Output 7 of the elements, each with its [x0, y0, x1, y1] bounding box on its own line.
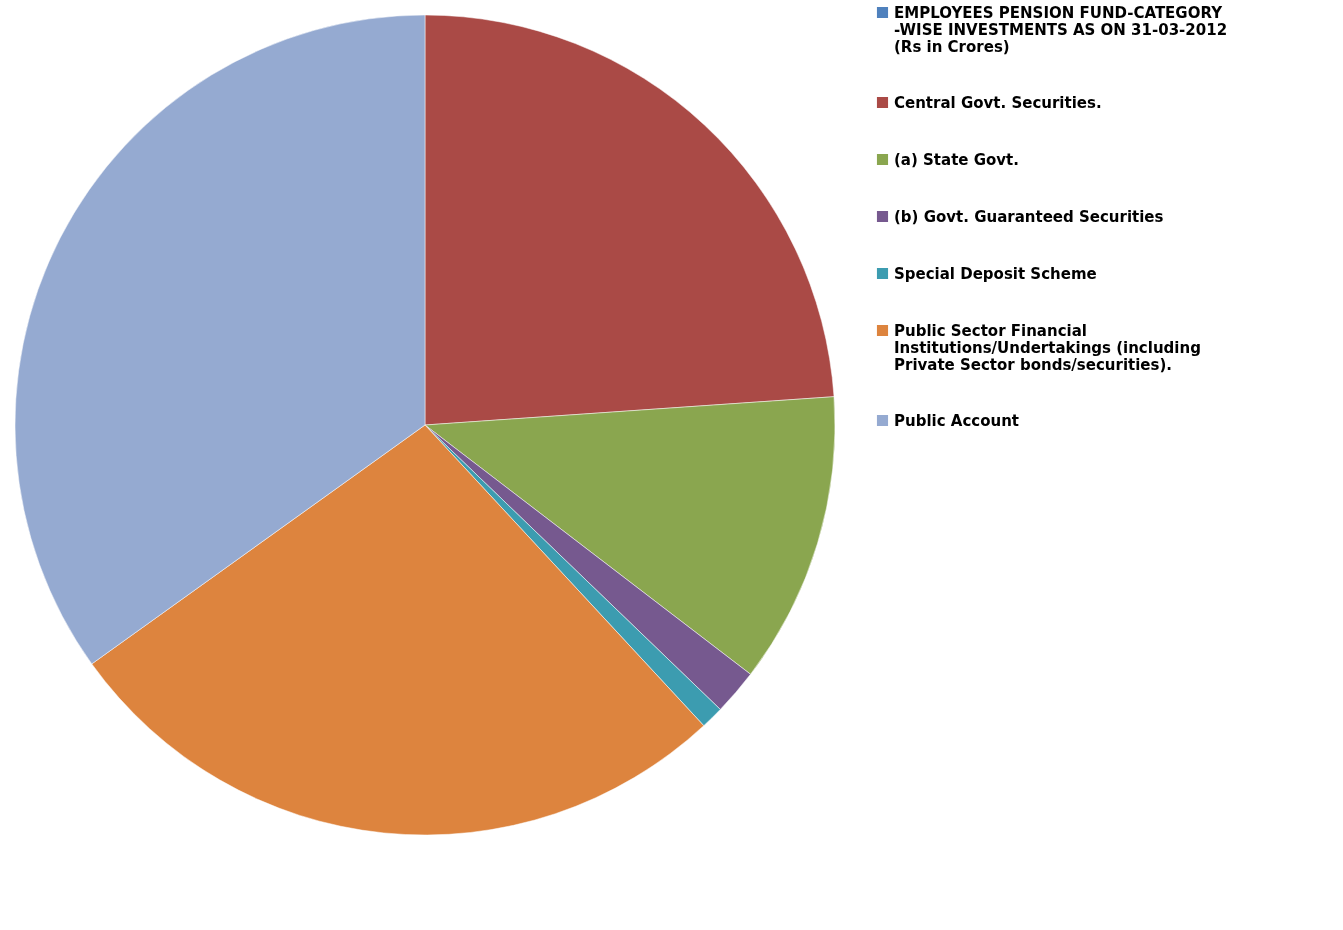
- legend-label: Central Govt. Securities.: [894, 93, 1102, 112]
- legend-label: (b) Govt. Guaranteed Securities: [894, 207, 1164, 226]
- legend-label: (a) State Govt.: [894, 150, 1019, 169]
- legend-label: Public Account: [894, 411, 1020, 430]
- legend-label: Public Sector Financial Institutions/Undertakings (including Private Sector bonds/securities).: [894, 321, 1201, 374]
- legend-label: EMPLOYEES PENSION FUND-CATEGORY -WISE INVESTMENTS AS ON 31-03-2012 (Rs in Crores): [894, 3, 1228, 56]
- legend-label: Special Deposit Scheme: [894, 264, 1097, 283]
